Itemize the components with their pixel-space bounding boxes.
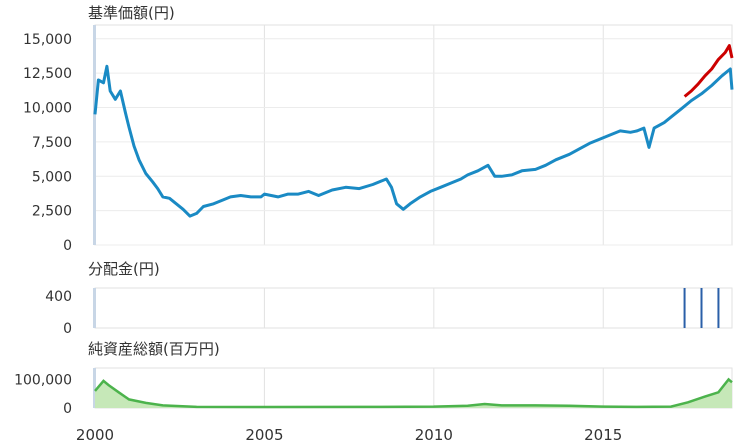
net-assets-panel-title: 純資産総額(百万円) (88, 340, 220, 358)
xtick-label: 2000 (76, 426, 114, 444)
net_assets-plot-frame (94, 367, 733, 409)
net_assets-ytick-label: 100,000 (14, 372, 72, 388)
net_assets-series-0-line (94, 377, 733, 409)
nav-ytick-label: 2,500 (32, 204, 72, 220)
nav-series-1-line (683, 44, 734, 98)
xtick-label: 2015 (584, 426, 622, 444)
nav-series-0-line (93, 64, 734, 218)
dividend-ytick-label: 0 (63, 321, 72, 337)
xtick-label: 2005 (245, 426, 283, 444)
nav-ytick-label: 10,000 (23, 101, 72, 117)
dividend-panel-title: 分配金(円) (88, 260, 160, 278)
nav-ytick-label: 15,000 (23, 32, 72, 48)
dividend-axis-bar (93, 288, 96, 328)
dividend-plot-frame (94, 287, 733, 329)
net_assets-ytick-label: 0 (63, 401, 72, 417)
nav-axis-bar (93, 25, 96, 245)
nav-panel-title: 基準価額(円) (88, 4, 175, 22)
nav-ytick-label: 12,500 (23, 66, 72, 82)
nav-ytick-label: 5,000 (32, 169, 72, 185)
nav-ytick-label: 0 (63, 238, 72, 254)
net_assets-axis-bar (93, 368, 96, 408)
nav-ytick-label: 7,500 (32, 135, 72, 151)
dividend-ytick-label: 400 (45, 289, 72, 305)
nav-plot-frame (94, 24, 733, 246)
xtick-label: 2010 (415, 426, 453, 444)
